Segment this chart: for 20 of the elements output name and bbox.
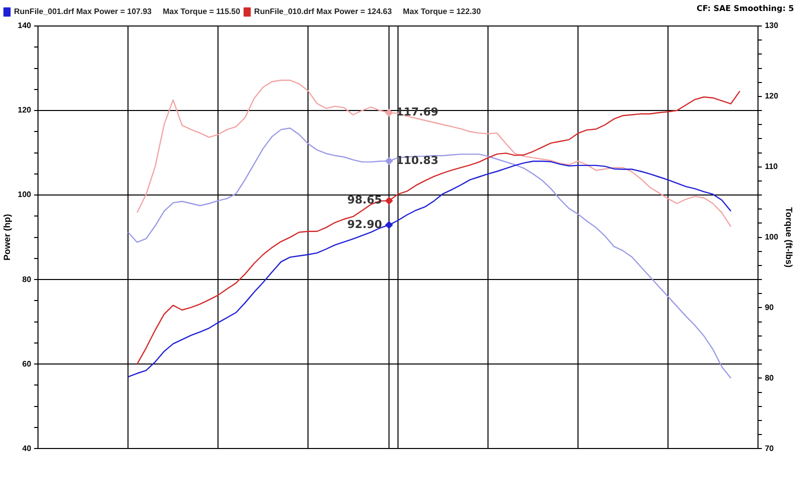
y2-tick-label: 80 (764, 373, 774, 382)
y2-tick-label: 120 (764, 92, 779, 101)
y2-tick-label: 100 (764, 232, 779, 242)
y-tick-label: 60 (22, 359, 32, 368)
y-tick-label: 120 (18, 106, 32, 115)
data-label: 98.65 (347, 194, 382, 207)
y2-tick-label: 130 (764, 21, 779, 30)
y2-tick-label: 110 (764, 162, 778, 172)
y2-tick-label: 70 (764, 444, 774, 453)
text: CF: SAE Smoothing: 5 (696, 4, 794, 13)
legend-label: RunFile_001.drf Max Power = 107.93 Max Torque = 115.50 (14, 7, 241, 16)
legend-label: RunFile_010.drf Max Power = 124.63 Max Torque = 122.30 (254, 7, 482, 16)
y-axis-title: Power (hp) (2, 214, 12, 261)
y-tick-label: 100 (18, 190, 32, 200)
data-label: 92.90 (347, 218, 382, 231)
y-tick-label: 140 (18, 21, 32, 30)
y2-tick-label: 90 (764, 302, 774, 312)
y-tick-label: 40 (22, 444, 32, 453)
y2-axis-title: Torque (ft-lbs) (784, 207, 794, 268)
y-tick-label: 80 (22, 274, 32, 284)
